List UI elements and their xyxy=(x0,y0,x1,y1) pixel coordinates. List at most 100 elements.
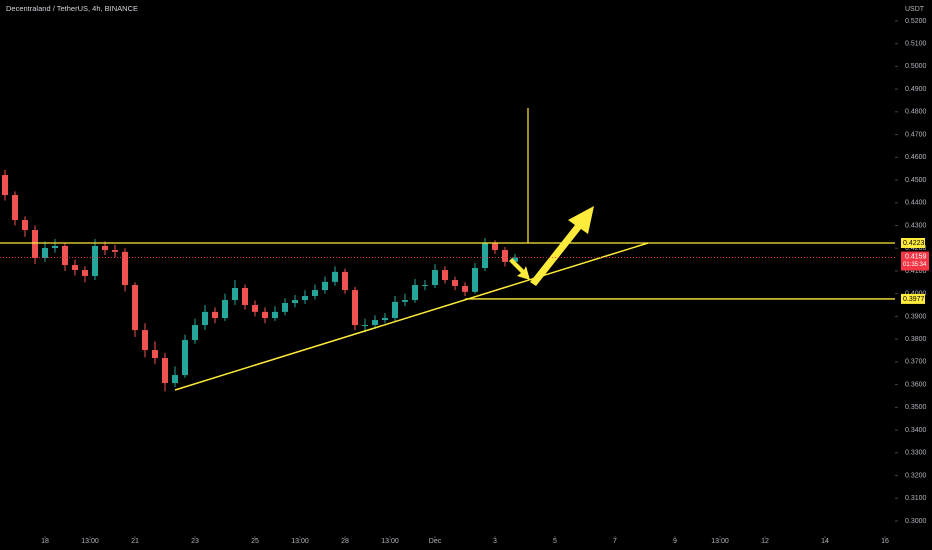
y-tick-label: 0.4100 xyxy=(905,268,927,275)
candle-body xyxy=(142,330,148,351)
currency-label: USDT xyxy=(905,6,925,13)
candle-body xyxy=(502,250,508,262)
x-tick-label: 14 xyxy=(821,538,829,545)
x-tick-label: 9 xyxy=(673,538,677,545)
candle-body xyxy=(352,290,358,326)
x-tick-label: 18 xyxy=(41,538,49,545)
candle-body xyxy=(312,290,318,296)
down-arrow xyxy=(509,258,530,280)
candle-body xyxy=(362,325,368,327)
candle-body xyxy=(412,285,418,301)
candle-body xyxy=(82,270,88,276)
x-tick-label: 23 xyxy=(191,538,199,545)
candle-body xyxy=(152,350,158,359)
candle-body xyxy=(162,358,168,384)
y-tick-label: 0.3800 xyxy=(905,336,927,343)
candle-body xyxy=(52,245,58,248)
candle-body xyxy=(222,300,228,319)
candle-body xyxy=(42,247,48,258)
y-tick-label: 0.3500 xyxy=(905,404,927,411)
candle-body xyxy=(332,271,338,282)
candle-body xyxy=(242,288,248,306)
candle-body xyxy=(382,318,388,321)
y-tick-label: 0.3600 xyxy=(905,381,927,388)
level-label-box xyxy=(901,293,925,304)
candle-body xyxy=(132,285,138,331)
x-tick-label: 28 xyxy=(341,538,349,545)
candle-body xyxy=(302,295,308,301)
level-label: 0.4223 xyxy=(903,240,925,247)
y-tick-label: 0.3000 xyxy=(905,518,927,525)
candle-body xyxy=(262,311,268,319)
up-arrow xyxy=(530,206,594,286)
candle-body xyxy=(212,311,218,319)
y-tick-label: 0.4800 xyxy=(905,109,927,116)
x-tick-label: Dec xyxy=(429,538,442,545)
x-tick-label: 25 xyxy=(251,538,259,545)
candle-body xyxy=(272,311,278,319)
y-tick-label: 0.5000 xyxy=(905,63,927,70)
candle-body xyxy=(102,245,108,251)
y-tick-label: 0.3100 xyxy=(905,495,927,502)
y-tick-label: 0.4700 xyxy=(905,131,927,138)
candle-body xyxy=(252,305,258,312)
x-tick-label: 13:00 xyxy=(711,538,729,545)
candle-body xyxy=(72,265,78,271)
candle-body xyxy=(112,250,118,252)
trend-line xyxy=(174,242,649,391)
y-tick-label: 0.5200 xyxy=(905,18,927,25)
x-tick-label: 3 xyxy=(493,538,497,545)
candle-body xyxy=(322,281,328,291)
y-tick-label: 0.3900 xyxy=(905,313,927,320)
candle-body xyxy=(392,301,398,319)
y-tick-label: 0.3400 xyxy=(905,427,927,434)
candle-body xyxy=(472,268,478,292)
candle-body xyxy=(282,303,288,312)
candle-body xyxy=(482,242,488,268)
candle-body xyxy=(32,230,38,258)
chart-title: Decentraland / TetherUS, 4h, BINANCE xyxy=(6,4,138,13)
last-price-label: 0.4159 xyxy=(905,253,927,260)
y-tick-label: 0.3200 xyxy=(905,472,927,479)
x-tick-label: 21 xyxy=(131,538,139,545)
candle-body xyxy=(372,320,378,326)
candle-body xyxy=(402,300,408,302)
candle-body xyxy=(202,311,208,326)
x-tick-label: 5 xyxy=(553,538,557,545)
level-label: 0.3977 xyxy=(903,296,925,303)
x-tick-label: 12 xyxy=(761,538,769,545)
candle-body xyxy=(512,257,518,262)
y-tick-label: 0.4600 xyxy=(905,154,927,161)
candle-body xyxy=(192,325,198,341)
level-label-box xyxy=(901,237,925,248)
plot xyxy=(2,169,518,392)
candle-body xyxy=(92,245,98,276)
candle-body xyxy=(452,280,458,286)
countdown-label: 01:35:34 xyxy=(903,262,927,268)
y-tick-label: 0.3700 xyxy=(905,359,927,366)
candle-body xyxy=(342,271,348,291)
candle-body xyxy=(62,245,68,266)
candle-body xyxy=(172,375,178,384)
x-tick-label: 16 xyxy=(881,538,889,545)
y-tick-label: 0.4500 xyxy=(905,177,927,184)
y-tick-label: 0.3300 xyxy=(905,450,927,457)
candle-body xyxy=(422,285,428,287)
candle-body xyxy=(492,242,498,251)
x-tick-label: 13:00 xyxy=(291,538,309,545)
candle-body xyxy=(232,288,238,301)
candle-body xyxy=(122,251,128,286)
y-tick-label: 0.4400 xyxy=(905,200,927,207)
candle-body xyxy=(2,175,8,196)
y-tick-label: 0.4900 xyxy=(905,86,927,93)
candle-body xyxy=(182,340,188,376)
candle-body xyxy=(462,285,468,292)
y-tick-label: 0.5100 xyxy=(905,40,927,47)
last-price-box xyxy=(901,251,929,271)
candle-body xyxy=(22,220,28,231)
y-tick-label: 0.4300 xyxy=(905,222,927,229)
candle-body xyxy=(442,270,448,281)
